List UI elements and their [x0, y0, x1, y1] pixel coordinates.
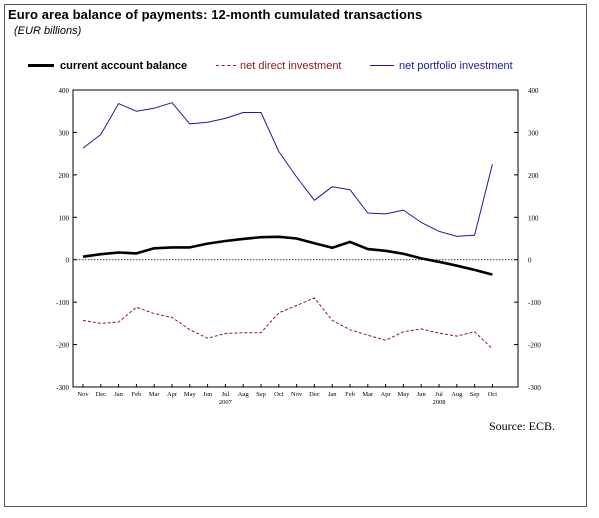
x-tick-label: Nov [77, 391, 89, 398]
legend-swatch-current-account [28, 64, 54, 67]
y-tick-label-right: 0 [528, 257, 532, 265]
x-tick-label: Oct [274, 391, 284, 398]
y-tick-label-right: 200 [528, 172, 539, 180]
y-tick-label-right: -200 [528, 342, 541, 350]
x-tick-label: Aug [238, 391, 250, 398]
year-label: 2008 [433, 399, 446, 406]
chart-frame [4, 4, 587, 507]
y-tick-label-left: 300 [59, 129, 70, 137]
y-tick-label-right: -100 [528, 299, 541, 307]
series-line-current-account-balance [82, 235, 493, 276]
legend-label-direct-investment: net direct investment [240, 60, 342, 72]
x-tick-label: May [184, 391, 197, 398]
source-note: Source: ECB. [489, 419, 555, 433]
x-tick-label: Jan [114, 391, 123, 398]
series-layer [82, 102, 493, 350]
plot-area-border [72, 89, 519, 388]
line-chart: 400 400 300 300 200 200 100 100 0 0 -100 -100 -200 -2… [56, 87, 541, 406]
x-tick-label: May [397, 391, 410, 398]
x-tick-label: Sep [256, 391, 266, 398]
x-tick-label: Dec [309, 391, 320, 398]
year-label: 2007 [219, 399, 233, 406]
x-tick-label: Jan [328, 391, 337, 398]
legend-label-portfolio-investment: net portfolio investment [399, 60, 513, 72]
x-tick-label: Apr [167, 391, 178, 398]
y-tick-label-right: -300 [528, 384, 541, 392]
legend-swatch-direct-investment [216, 65, 236, 66]
y-tick-label-left: 0 [66, 257, 70, 265]
x-tick-label: Oct [488, 391, 498, 398]
chart-title: Euro area balance of payments: 12-month … [8, 7, 423, 22]
x-tick-label: Jul [435, 391, 443, 398]
y-tick-label-left: 100 [59, 214, 70, 222]
legend-label-current-account: current account balance [60, 60, 188, 72]
x-tick-label: Sep [470, 391, 480, 398]
legend-swatch-portfolio-investment [370, 65, 394, 66]
x-tick-label: Mar [149, 391, 161, 398]
series-line-net-portfolio-investment [82, 102, 493, 237]
series-line-net-direct-investment [82, 297, 493, 350]
x-tick-label: Nov [291, 391, 303, 398]
x-tick-label: Mar [362, 391, 374, 398]
y-tick-label-left: 400 [59, 87, 70, 95]
x-tick-label: Aug [451, 391, 463, 398]
x-tick-label: Feb [132, 391, 142, 398]
y-tick-label-left: -300 [56, 384, 69, 392]
y-tick-label-left: -100 [56, 299, 69, 307]
y-tick-label-right: 300 [528, 129, 539, 137]
y-tick-label-left: 200 [59, 172, 70, 180]
x-tick-label: Jul [222, 391, 230, 398]
x-tick-label: Dec [96, 391, 107, 398]
x-tick-label: Jun [203, 391, 213, 398]
chart-subtitle: (EUR billions) [14, 25, 82, 37]
x-tick-label: Jun [417, 391, 427, 398]
y-tick-label-right: 400 [528, 87, 539, 95]
y-tick-label-left: -200 [56, 342, 69, 350]
x-tick-label: Apr [381, 391, 392, 398]
x-tick-label: Feb [345, 391, 355, 398]
y-tick-label-right: 100 [528, 214, 539, 222]
axes-layer: 400 400 300 300 200 200 100 100 0 0 -100 -100 -200 -2… [56, 87, 541, 406]
